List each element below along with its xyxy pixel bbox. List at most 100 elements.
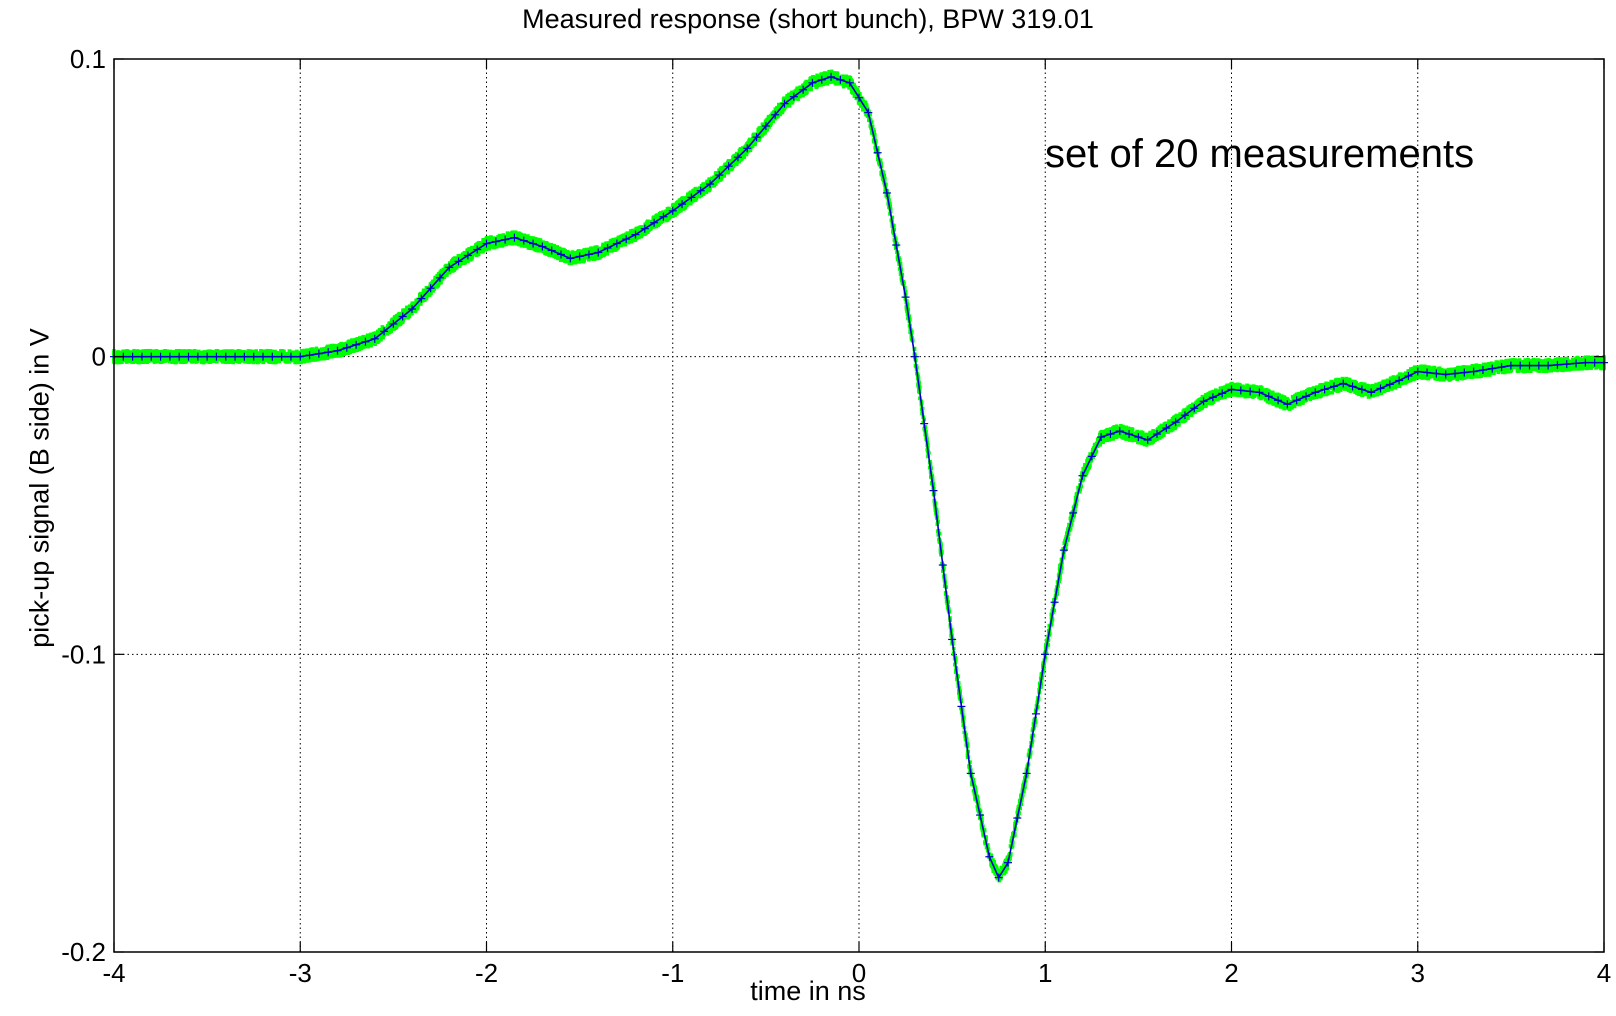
measurement-point bbox=[890, 215, 895, 220]
measurement-point bbox=[738, 151, 742, 156]
measurement-point bbox=[1497, 368, 1502, 372]
measurement-point bbox=[266, 359, 271, 364]
measurement-point bbox=[121, 349, 126, 354]
measurement-point bbox=[870, 131, 874, 135]
measurement-point bbox=[1356, 383, 1360, 387]
measurement-point bbox=[577, 249, 581, 253]
measurement-point bbox=[1085, 459, 1089, 463]
measurement-point bbox=[300, 349, 304, 353]
measurement-point bbox=[545, 242, 550, 246]
measurement-point bbox=[859, 104, 863, 108]
measurement-point bbox=[1564, 363, 1568, 368]
measurement-point bbox=[1303, 398, 1307, 403]
measurement-point bbox=[705, 179, 709, 184]
measurement-point bbox=[353, 339, 357, 343]
measurement-point bbox=[1189, 413, 1193, 417]
measurement-point bbox=[1317, 387, 1322, 392]
measurement-point bbox=[1591, 355, 1595, 360]
measurement-point bbox=[526, 244, 530, 249]
measurement-point bbox=[170, 360, 175, 364]
measurement-point bbox=[515, 234, 520, 239]
measurement-point bbox=[1563, 359, 1568, 364]
measurement-point bbox=[183, 351, 188, 356]
measurement-point bbox=[782, 107, 786, 112]
measurement-point bbox=[1130, 438, 1135, 443]
measurement-point bbox=[333, 354, 337, 358]
measurement-point bbox=[1259, 396, 1263, 401]
measurement-point bbox=[685, 195, 690, 200]
measurement-point bbox=[840, 74, 844, 79]
measurement-point bbox=[156, 355, 161, 360]
measurement-point bbox=[554, 254, 558, 258]
measurement-point bbox=[1330, 380, 1335, 384]
measurement-point bbox=[141, 352, 146, 357]
measurement-point bbox=[1214, 388, 1218, 392]
measurement-point bbox=[1251, 384, 1256, 388]
measurement-point bbox=[402, 316, 406, 320]
chart-title: Measured response (short bunch), BPW 319… bbox=[522, 4, 1094, 34]
measurement-point bbox=[379, 337, 383, 342]
measurement-point bbox=[179, 349, 183, 353]
measurement-point bbox=[1290, 394, 1295, 399]
measurement-point bbox=[1166, 430, 1170, 434]
measurement-point bbox=[492, 242, 496, 247]
measurement-point bbox=[201, 359, 205, 364]
measurement-point bbox=[1346, 386, 1350, 391]
measurement-point bbox=[384, 326, 389, 331]
measurement-point bbox=[1529, 366, 1533, 371]
measurement-point bbox=[1297, 391, 1301, 396]
measurement-point bbox=[545, 252, 549, 256]
measurement-point bbox=[480, 242, 485, 246]
measurement-point bbox=[768, 115, 773, 120]
measurement-point bbox=[1179, 412, 1184, 416]
measurement-point bbox=[778, 110, 783, 115]
measurement-point bbox=[229, 357, 234, 362]
measurement-point bbox=[415, 306, 420, 311]
measurement-point bbox=[841, 84, 846, 89]
measurement-point bbox=[386, 324, 391, 329]
measurement-point bbox=[357, 347, 362, 352]
measurement-point bbox=[1252, 387, 1256, 391]
measurement-point bbox=[802, 92, 807, 96]
measurement-point bbox=[1074, 492, 1079, 497]
measurement-point bbox=[1365, 383, 1369, 388]
measurement-point bbox=[686, 193, 690, 198]
measurement-point bbox=[1085, 461, 1090, 466]
measurement-point bbox=[1030, 738, 1035, 743]
measurement-point bbox=[1393, 376, 1397, 381]
measurement-point bbox=[903, 285, 907, 290]
measurement-point bbox=[888, 207, 893, 212]
measurement-point bbox=[730, 158, 734, 163]
measurement-point bbox=[1442, 378, 1446, 382]
measurement-point bbox=[1346, 384, 1350, 389]
measurement-point bbox=[1228, 393, 1233, 398]
measurement-point bbox=[613, 237, 618, 242]
measurement-point bbox=[1339, 386, 1344, 390]
measurement-point bbox=[703, 189, 707, 194]
measurement-point bbox=[254, 359, 259, 364]
measurement-point bbox=[547, 253, 551, 257]
measurement-point bbox=[582, 248, 586, 253]
measurement-point bbox=[250, 351, 254, 355]
measurement-point bbox=[1368, 385, 1372, 389]
measurement-point bbox=[1088, 459, 1093, 464]
measurement-point bbox=[224, 349, 228, 353]
measurement-point bbox=[706, 188, 711, 193]
measurement-point bbox=[163, 351, 168, 356]
measurement-point bbox=[753, 142, 757, 147]
measurement-point bbox=[579, 259, 584, 264]
measurement-point bbox=[305, 348, 309, 352]
measurement-points bbox=[112, 69, 1606, 883]
measurement-point bbox=[461, 261, 465, 266]
measurement-point bbox=[1002, 862, 1007, 866]
measurement-point bbox=[577, 260, 581, 264]
measurement-point bbox=[1026, 752, 1031, 757]
measurement-point bbox=[728, 164, 732, 169]
measurement-point bbox=[650, 223, 654, 228]
measurement-point bbox=[399, 311, 403, 316]
measurement-point bbox=[841, 76, 846, 81]
measurement-point bbox=[259, 349, 263, 353]
measurement-point bbox=[1591, 357, 1595, 361]
measurement-point bbox=[1237, 382, 1242, 387]
